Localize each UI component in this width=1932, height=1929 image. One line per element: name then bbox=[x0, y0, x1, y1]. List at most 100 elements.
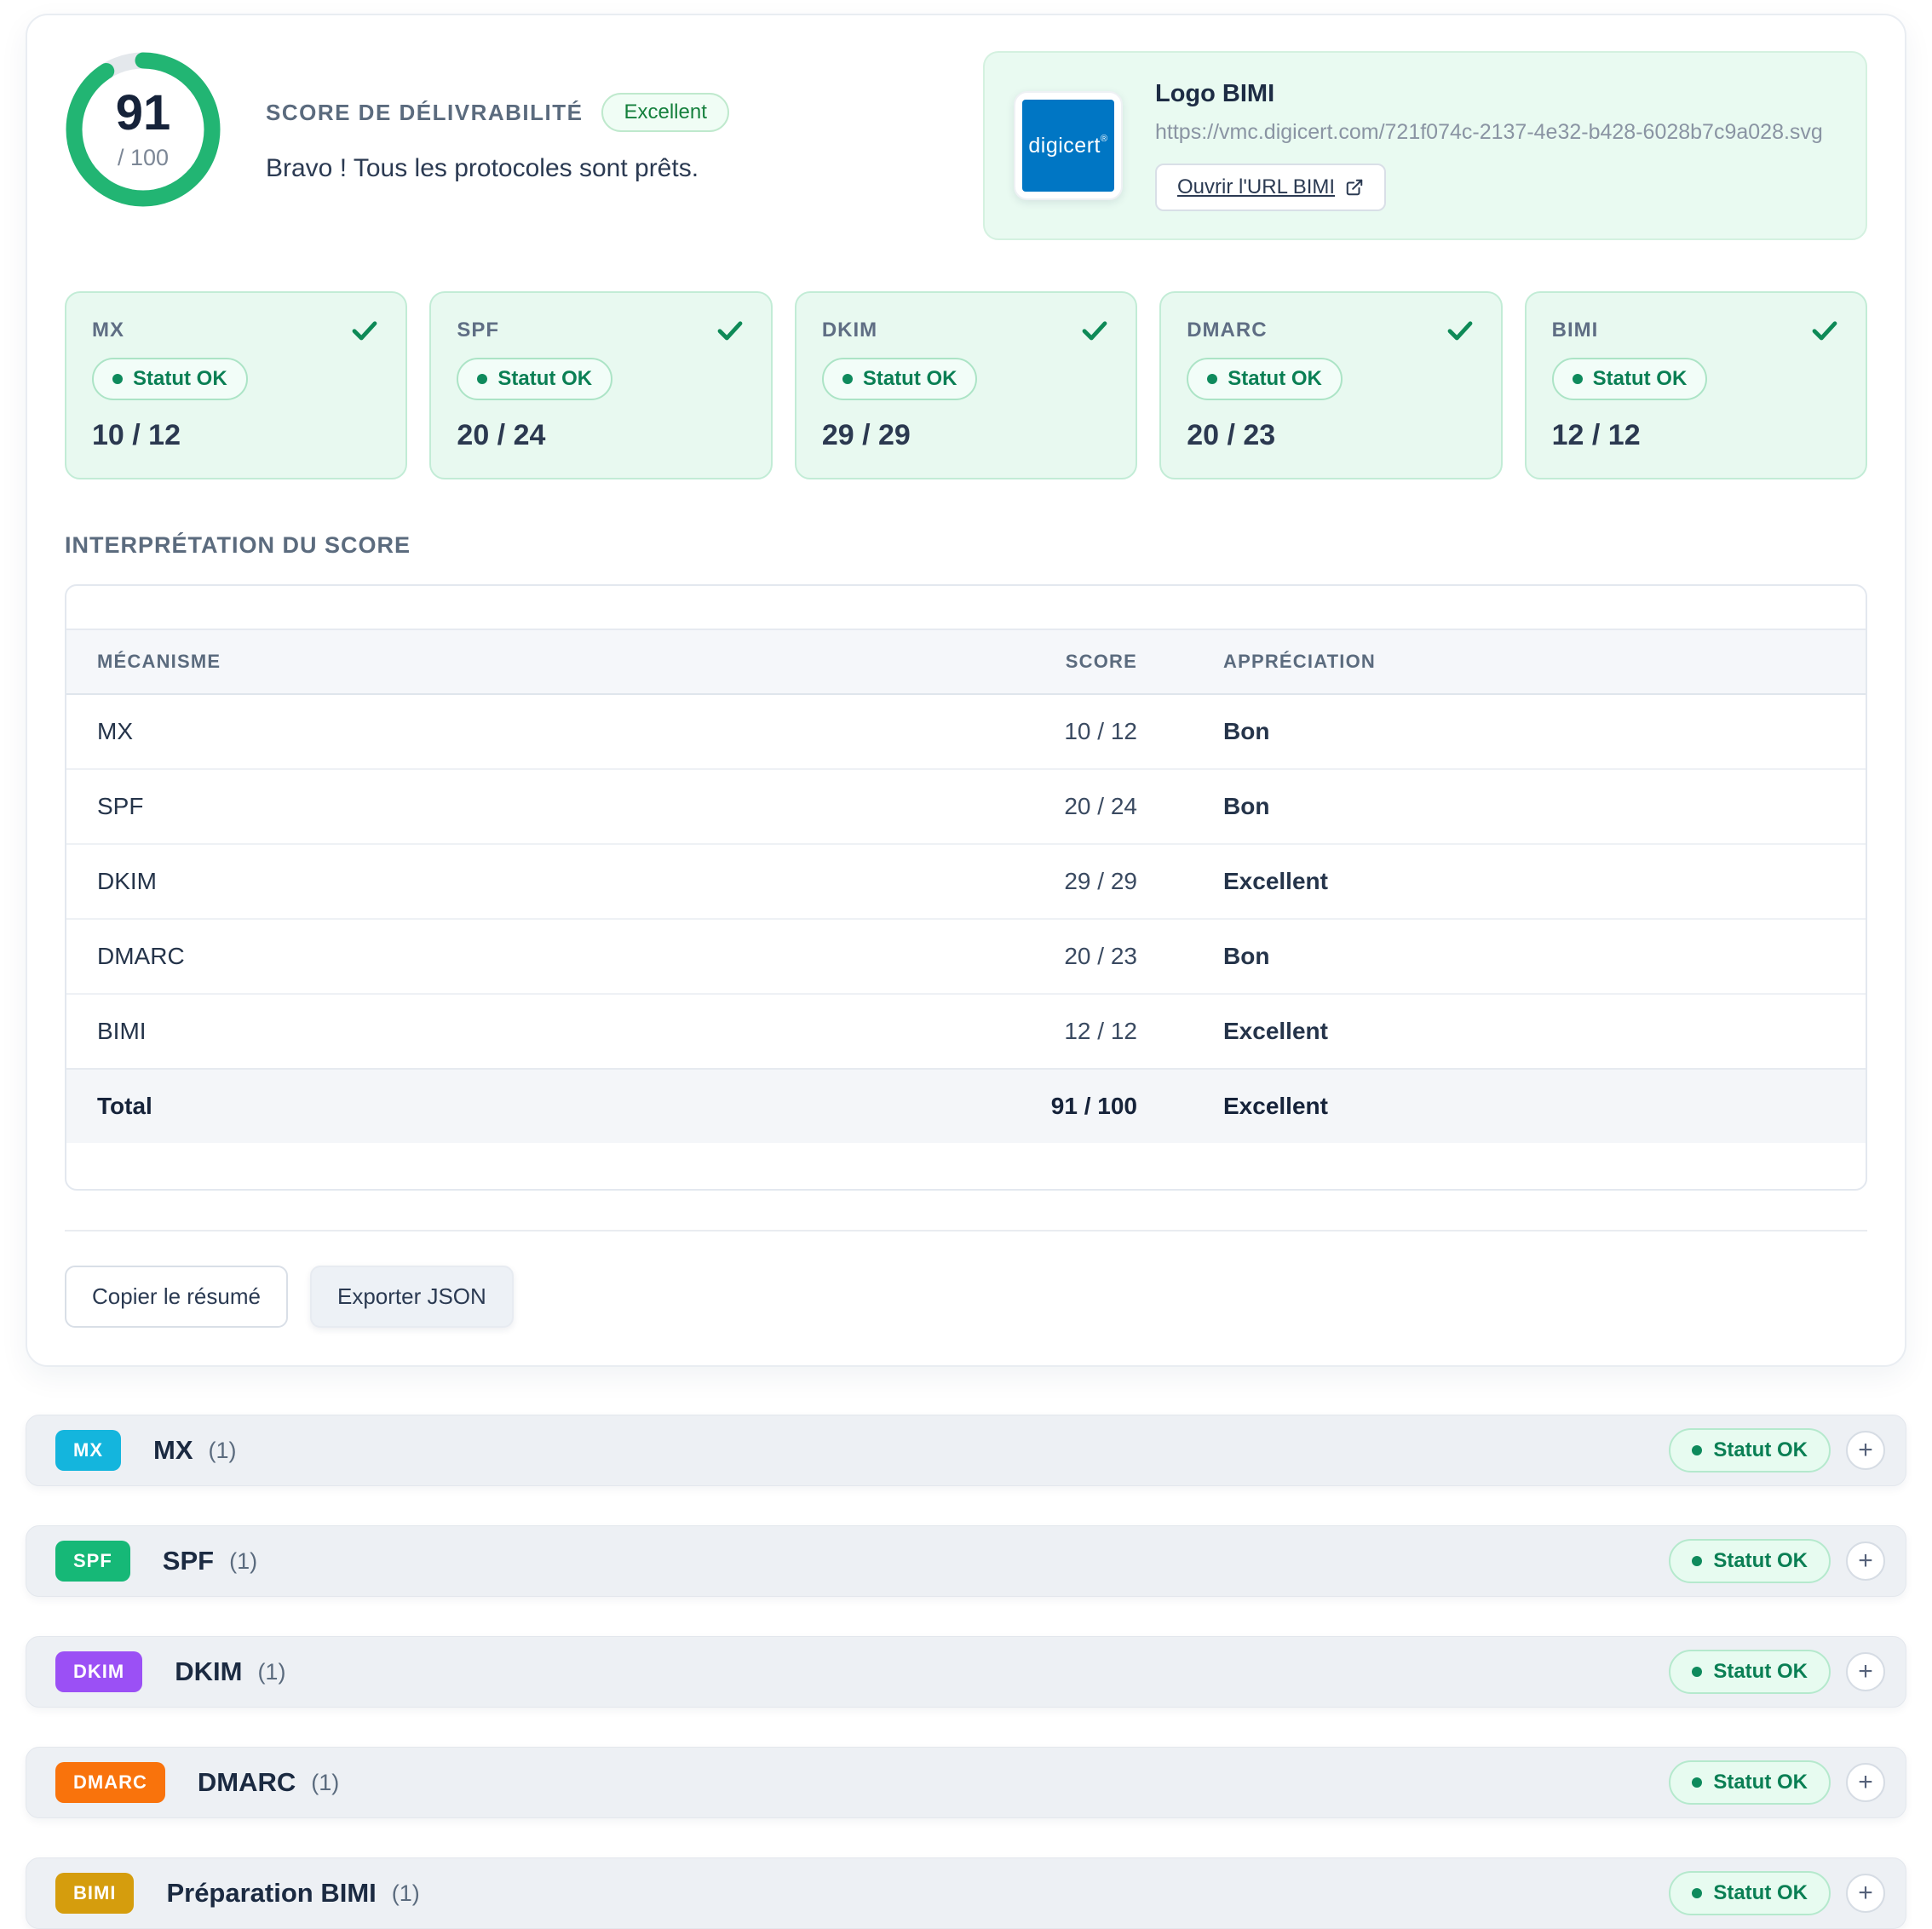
plus-icon: + bbox=[1858, 1547, 1873, 1575]
table-row-mx: MX 10 / 12 Bon bbox=[66, 694, 1866, 769]
cell-mechanism: DKIM bbox=[66, 843, 988, 919]
status-dot-icon bbox=[842, 374, 853, 384]
check-icon bbox=[1082, 321, 1107, 341]
accordion-title: DKIM bbox=[175, 1656, 243, 1686]
cell-appreciation: Excellent bbox=[1193, 1068, 1866, 1143]
cell-score: 10 / 12 bbox=[1064, 718, 1137, 744]
status-dot-icon bbox=[477, 374, 488, 384]
protocol-name: DKIM bbox=[821, 319, 878, 342]
table-header-mechanism: MÉCANISME bbox=[66, 629, 988, 695]
cell-appreciation: Bon bbox=[1223, 718, 1270, 744]
accordion-title: SPF bbox=[162, 1546, 215, 1576]
cell-score: 12 / 12 bbox=[988, 993, 1193, 1069]
protocol-score: 12 / 12 bbox=[1551, 419, 1641, 451]
grade-badge: Excellent bbox=[601, 93, 729, 132]
open-bimi-url-button[interactable]: Ouvrir l'URL BIMI bbox=[1155, 164, 1387, 211]
cell-mechanism: DMARC bbox=[66, 918, 988, 994]
status-badge: Statut OK bbox=[92, 358, 248, 400]
expand-button[interactable]: + bbox=[1846, 1874, 1885, 1913]
check-icon bbox=[353, 321, 377, 341]
status-dot-icon bbox=[1692, 1445, 1703, 1455]
accordion-row-spf[interactable]: SPF SPF (1) Statut OK + bbox=[26, 1525, 1906, 1597]
cell-score: 20 / 24 bbox=[988, 768, 1193, 844]
expand-button[interactable]: + bbox=[1846, 1541, 1885, 1581]
protocol-score: 20 / 24 bbox=[457, 419, 546, 451]
accordion-row-mx[interactable]: MX MX (1) Statut OK + bbox=[26, 1415, 1906, 1486]
score-max: / 100 bbox=[117, 144, 170, 170]
bimi-logo-frame: digicert® bbox=[1014, 91, 1123, 200]
status-dot-icon bbox=[1692, 1556, 1703, 1566]
digicert-logo-text: digicert® bbox=[1028, 133, 1108, 158]
table-row-bimi: BIMI 12 / 12 Excellent bbox=[66, 993, 1866, 1069]
accordion-count: (1) bbox=[311, 1769, 340, 1795]
status-dot-icon bbox=[1692, 1888, 1703, 1898]
cell-mechanism: BIMI bbox=[66, 993, 988, 1069]
cell-appreciation: Bon bbox=[1193, 768, 1866, 844]
status-dot-icon bbox=[1572, 374, 1583, 384]
protocol-chip: BIMI bbox=[55, 1873, 135, 1914]
table-row-dkim: DKIM 29 / 29 Excellent bbox=[66, 843, 1866, 919]
expand-button[interactable]: + bbox=[1846, 1431, 1885, 1470]
status-badge: Statut OK bbox=[1669, 1650, 1831, 1694]
cell-mechanism: SPF bbox=[66, 768, 988, 844]
score-ring-svg bbox=[66, 52, 221, 207]
accordion-row-dkim[interactable]: DKIM DKIM (1) Statut OK + bbox=[26, 1636, 1906, 1708]
expand-button[interactable]: + bbox=[1846, 1763, 1885, 1802]
accordion-title: MX bbox=[153, 1435, 193, 1465]
accordion-title: DMARC bbox=[197, 1767, 296, 1797]
protocol-name: DMARC bbox=[1187, 319, 1268, 342]
protocol-name: MX bbox=[92, 319, 124, 342]
score-subtitle: Bravo ! Tous les protocoles sont prêts. bbox=[266, 154, 699, 182]
summary-top-row: 91 / 100 SCORE DE DÉLIVRABILITÉ Excellen… bbox=[65, 51, 1867, 240]
status-card-bimi: BIMI Statut OK 12 / 12 bbox=[1524, 291, 1868, 479]
accordion-count: (1) bbox=[257, 1658, 286, 1685]
protocol-name: BIMI bbox=[1551, 319, 1599, 342]
plus-icon: + bbox=[1858, 1436, 1873, 1464]
interpretation-title: INTERPRÉTATION DU SCORE bbox=[65, 532, 411, 558]
cell-score: 29 / 29 bbox=[988, 843, 1193, 919]
check-icon bbox=[717, 321, 743, 341]
protocol-score: 10 / 12 bbox=[92, 419, 181, 451]
score-ring: 91 / 100 bbox=[65, 51, 221, 208]
cell-mechanism: Total bbox=[66, 1068, 988, 1143]
protocol-status-cards: MX Statut OK 10 / 12 SPF Statut OK bbox=[65, 291, 1868, 479]
status-dot-icon bbox=[1692, 1777, 1703, 1788]
registered-mark: ® bbox=[1100, 133, 1108, 144]
summary-actions: Copier le résumé Exporter JSON bbox=[65, 1266, 1867, 1328]
plus-icon: + bbox=[1858, 1879, 1873, 1907]
accordion-count: (1) bbox=[229, 1547, 258, 1574]
check-icon bbox=[1812, 321, 1837, 341]
status-badge: Statut OK bbox=[1669, 1539, 1831, 1583]
score-value: 91 bbox=[115, 84, 171, 141]
deliverability-title: SCORE DE DÉLIVRABILITÉ bbox=[266, 99, 584, 125]
status-badge: Statut OK bbox=[1187, 358, 1343, 400]
table-row-total: Total 91 / 100 Excellent bbox=[66, 1068, 1866, 1143]
score-table-container: MÉCANISME SCORE APPRÉCIATION MX 10 / 12 … bbox=[65, 584, 1867, 1191]
accordion-row-dmarc[interactable]: DMARC DMARC (1) Statut OK + bbox=[26, 1747, 1906, 1818]
check-icon bbox=[1447, 321, 1473, 341]
copy-summary-button[interactable]: Copier le résumé bbox=[65, 1266, 288, 1328]
accordion-row-bimi[interactable]: BIMI Préparation BIMI (1) Statut OK + bbox=[26, 1857, 1906, 1929]
table-header-appreciation: APPRÉCIATION bbox=[1193, 629, 1866, 695]
status-dot-icon bbox=[1207, 374, 1218, 384]
protocol-score: 20 / 23 bbox=[1187, 419, 1276, 451]
export-json-button[interactable]: Exporter JSON bbox=[309, 1266, 514, 1328]
cell-appreciation: Bon bbox=[1193, 918, 1866, 994]
protocol-chip: SPF bbox=[55, 1541, 130, 1582]
status-badge: Statut OK bbox=[457, 358, 613, 400]
status-badge: Statut OK bbox=[1551, 358, 1708, 400]
accordion-count: (1) bbox=[208, 1437, 237, 1463]
protocol-chip: DKIM bbox=[55, 1651, 143, 1692]
status-dot-icon bbox=[1692, 1667, 1703, 1677]
cell-score: 20 / 23 bbox=[988, 918, 1193, 994]
footer-divider bbox=[65, 1230, 1867, 1231]
protocol-accordions: MX MX (1) Statut OK + SPF SPF (1) Statut… bbox=[26, 1415, 1906, 1929]
deliverability-summary-card: 91 / 100 SCORE DE DÉLIVRABILITÉ Excellen… bbox=[26, 14, 1906, 1367]
cell-appreciation: Excellent bbox=[1193, 993, 1866, 1069]
expand-button[interactable]: + bbox=[1846, 1652, 1885, 1691]
cell-score: 91 / 100 bbox=[988, 1068, 1193, 1143]
digicert-logo: digicert® bbox=[1022, 100, 1114, 192]
status-badge: Statut OK bbox=[1669, 1428, 1831, 1473]
status-card-dkim: DKIM Statut OK 29 / 29 bbox=[794, 291, 1138, 479]
table-row-dmarc: DMARC 20 / 23 Bon bbox=[66, 918, 1866, 994]
